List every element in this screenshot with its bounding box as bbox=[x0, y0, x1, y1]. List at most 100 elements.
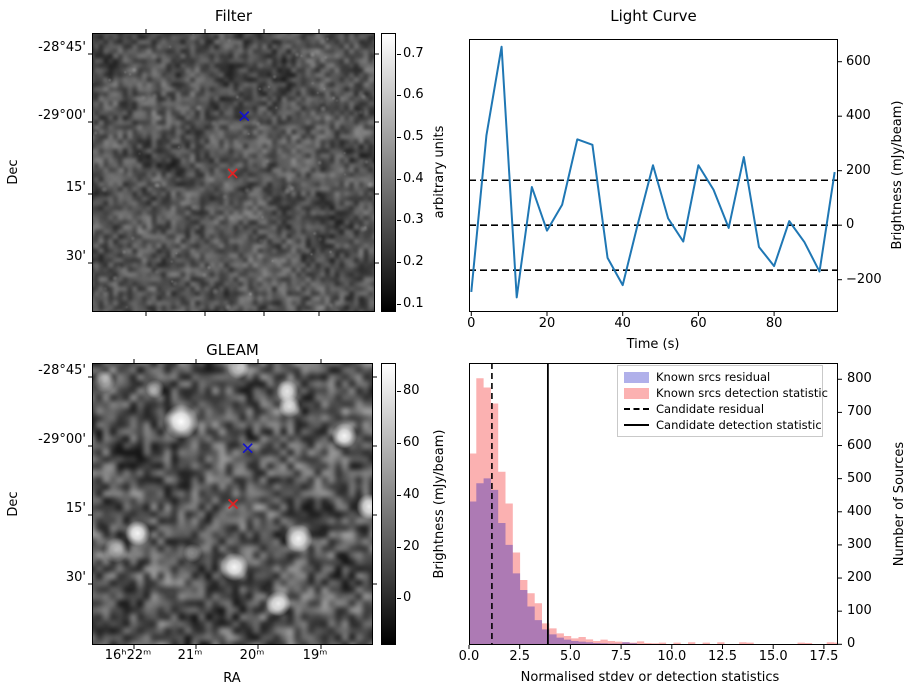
colorbar-tick-label: 0.1 bbox=[403, 295, 424, 311]
colorbar-tick bbox=[397, 178, 401, 180]
legend-dashed-line-swatch bbox=[624, 408, 649, 410]
hist-series bbox=[469, 378, 838, 645]
red-cross-marker bbox=[227, 498, 239, 510]
gleam-colorbar bbox=[381, 363, 396, 645]
legend-entry: Candidate detection statistic bbox=[624, 418, 822, 433]
legend-solid-line-swatch bbox=[624, 424, 649, 426]
blue-cross-marker bbox=[242, 443, 253, 454]
legend-patch-swatch bbox=[624, 387, 649, 399]
filter-colorbar-label: arbitrary units bbox=[432, 125, 447, 219]
hist-x-tick: 5.0 bbox=[560, 649, 581, 664]
lc-x-tick: 0 bbox=[467, 316, 476, 331]
colorbar-tick-label: 0.2 bbox=[403, 254, 424, 270]
hist-x-tick: 7.5 bbox=[610, 649, 632, 664]
colorbar-tick-label: 0.5 bbox=[403, 129, 424, 145]
colorbar-tick bbox=[397, 391, 401, 393]
lc-x-tick: 80 bbox=[765, 316, 783, 331]
gleam-dec-tick: 15' bbox=[65, 501, 86, 516]
lc-x-tick: 60 bbox=[690, 316, 707, 331]
legend-label: Known srcs detection statistic bbox=[656, 386, 828, 400]
hist-y-tick: 100 bbox=[847, 603, 872, 619]
axis-ticks bbox=[88, 29, 379, 316]
filter-dec-tick: 15' bbox=[65, 180, 86, 195]
histogram-plot bbox=[468, 363, 842, 649]
gleam-ra-tick: 20ᵐ bbox=[239, 648, 265, 663]
filter-dec-tick: 30' bbox=[65, 249, 86, 264]
colorbar-tick bbox=[397, 303, 401, 305]
lc-y-tick: 600 bbox=[846, 53, 871, 69]
colorbar-tick bbox=[397, 443, 401, 445]
gleam-xlabel: RA bbox=[223, 671, 241, 686]
hist-y-tick: 700 bbox=[847, 404, 872, 420]
lc-y-tick: 400 bbox=[846, 108, 871, 124]
gleam-ra-tick: 19ᵐ bbox=[302, 648, 328, 663]
hist-y-tick: 600 bbox=[847, 437, 872, 453]
lc-y-tick: 200 bbox=[846, 162, 871, 178]
colorbar-tick bbox=[397, 137, 401, 139]
light-curve-xlabel: Time (s) bbox=[626, 337, 680, 352]
colorbar-tick-label: 0.6 bbox=[403, 87, 424, 103]
lc-y-tick: 0 bbox=[846, 217, 855, 233]
colorbar-tick-label: 80 bbox=[403, 383, 420, 399]
hist-x-tick: 12.5 bbox=[708, 649, 737, 664]
gleam-dec-tick: -28°45' bbox=[38, 363, 86, 378]
colorbar-tick bbox=[397, 95, 401, 97]
colorbar-tick-label: 20 bbox=[403, 538, 420, 554]
hist-x-tick: 2.5 bbox=[509, 649, 531, 664]
gleam-colorbar-label: Brightness (mJy/beam) bbox=[432, 429, 447, 579]
lc-y-tick: −200 bbox=[846, 271, 882, 287]
colorbar-tick bbox=[397, 494, 401, 496]
colorbar-tick bbox=[397, 598, 401, 600]
filter-dec-tick: -29°00' bbox=[38, 108, 86, 123]
red-cross-marker bbox=[227, 168, 238, 179]
colorbar-tick-label: 0 bbox=[403, 590, 412, 606]
colorbar-tick bbox=[397, 220, 401, 222]
hist-x-tick: 10.0 bbox=[657, 649, 687, 664]
hist-x-tick: 0.0 bbox=[458, 649, 480, 664]
legend-entry: Known srcs residual bbox=[624, 370, 816, 385]
histogram-xlabel: Normalised stdev or detection statistics bbox=[520, 670, 780, 685]
light-curve-title: Light Curve bbox=[610, 7, 697, 25]
hist-y-tick: 300 bbox=[847, 536, 872, 552]
colorbar-tick bbox=[397, 262, 401, 264]
gleam-dec-tick: 30' bbox=[65, 570, 86, 585]
legend-label: Known srcs residual bbox=[656, 370, 771, 384]
hist-y-tick: 800 bbox=[847, 371, 872, 387]
legend-entry: Known srcs detection statistic bbox=[624, 386, 828, 401]
gleam-ra-tick: 16ʰ22ᵐ bbox=[104, 648, 152, 663]
gleam-dec-tick: -29°00' bbox=[38, 432, 86, 447]
light-curve-ylabel: Brightness (mJy/beam) bbox=[890, 100, 905, 250]
filter-axes-overlay bbox=[88, 29, 379, 316]
histogram-ylabel: Number of Sources bbox=[892, 441, 907, 567]
colorbar-tick-label: 60 bbox=[403, 435, 420, 451]
colorbar-tick-label: 40 bbox=[403, 486, 420, 502]
hist-y-tick: 200 bbox=[847, 570, 872, 586]
light-curve-plot bbox=[469, 39, 842, 316]
gleam-title: GLEAM bbox=[206, 341, 259, 359]
lc-x-tick: 20 bbox=[538, 316, 556, 331]
colorbar-tick-label: 0.4 bbox=[403, 170, 424, 186]
legend-label: Candidate residual bbox=[656, 402, 765, 416]
gleam-ra-tick: 21ᵐ bbox=[177, 648, 203, 663]
hist-y-tick: 0 bbox=[847, 636, 856, 652]
hist-y-tick: 400 bbox=[847, 503, 872, 519]
hist-x-tick: 15.0 bbox=[758, 649, 788, 664]
histogram-legend: Known srcs residual Known srcs detection … bbox=[617, 365, 828, 437]
axis-ticks bbox=[88, 359, 377, 649]
legend-label: Candidate detection statistic bbox=[656, 418, 822, 432]
lc-x-tick: 40 bbox=[614, 316, 631, 331]
filter-colorbar bbox=[381, 33, 396, 312]
legend-patch-swatch bbox=[624, 371, 649, 383]
hist-y-tick: 500 bbox=[847, 470, 872, 486]
hist-series bbox=[469, 478, 838, 645]
colorbar-tick bbox=[397, 53, 401, 55]
colorbar-tick-label: 0.3 bbox=[403, 212, 424, 228]
filter-dec-tick: -28°45' bbox=[38, 40, 86, 55]
colorbar-tick bbox=[397, 546, 401, 548]
light-curve-line bbox=[470, 45, 836, 299]
blue-cross-marker bbox=[239, 111, 250, 122]
gleam-axes-overlay bbox=[88, 359, 377, 649]
filter-title: Filter bbox=[214, 7, 253, 25]
hist-x-tick: 17.5 bbox=[809, 649, 839, 664]
legend-entry: Candidate residual bbox=[624, 402, 816, 417]
